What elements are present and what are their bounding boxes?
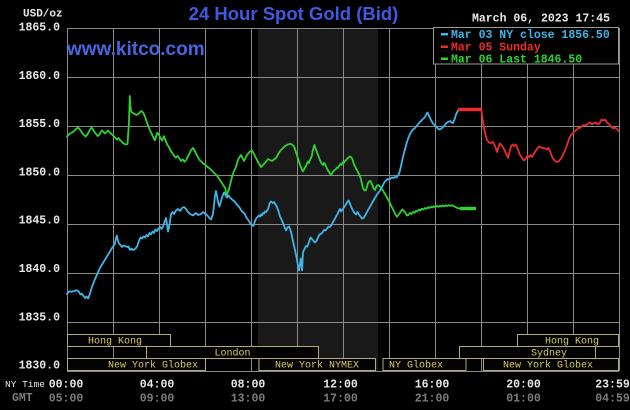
svg-text:1855.0: 1855.0 [19, 118, 61, 131]
svg-text:21:00: 21:00 [415, 393, 450, 406]
svg-text:04:59: 04:59 [595, 393, 630, 406]
svg-text:Mar 05 Sunday: Mar 05 Sunday [451, 42, 541, 55]
svg-text:New York Globex: New York Globex [503, 360, 593, 372]
svg-text:09:00: 09:00 [140, 393, 175, 406]
svg-text:Mar 03 NY close 1856.50: Mar 03 NY close 1856.50 [451, 29, 610, 42]
svg-text:16:00: 16:00 [415, 379, 450, 392]
svg-text:March 06, 2023 17:45: March 06, 2023 17:45 [472, 13, 610, 26]
svg-text:NY Globex: NY Globex [389, 360, 443, 372]
svg-text:New York Globex: New York Globex [108, 360, 198, 372]
svg-text:01:00: 01:00 [506, 393, 541, 406]
svg-text:04:00: 04:00 [140, 379, 175, 392]
svg-text:Mar 06 Last 1846.50: Mar 06 Last 1846.50 [451, 54, 582, 67]
svg-text:1845.0: 1845.0 [19, 215, 61, 228]
svg-text:17:00: 17:00 [323, 393, 358, 406]
svg-text:24 Hour Spot Gold (Bid): 24 Hour Spot Gold (Bid) [189, 3, 399, 24]
svg-text:1835.0: 1835.0 [19, 311, 61, 324]
svg-text:NY Time: NY Time [5, 379, 45, 390]
svg-text:USD/oz: USD/oz [23, 9, 63, 21]
svg-text:08:00: 08:00 [231, 379, 266, 392]
svg-text:23:59: 23:59 [595, 379, 630, 392]
svg-text:00:00: 00:00 [49, 379, 84, 392]
svg-text:1860.0: 1860.0 [19, 70, 61, 83]
svg-text:Sydney: Sydney [531, 348, 567, 360]
svg-text:1830.0: 1830.0 [19, 360, 61, 373]
svg-text:Hong Kong: Hong Kong [88, 337, 142, 348]
svg-text:13:00: 13:00 [231, 393, 266, 406]
svg-text:1850.0: 1850.0 [19, 166, 61, 179]
svg-text:1865.0: 1865.0 [19, 22, 61, 35]
svg-text:Hong Kong: Hong Kong [545, 337, 599, 348]
svg-text:05:00: 05:00 [49, 393, 84, 406]
svg-text:New York NYMEX: New York NYMEX [275, 360, 359, 372]
svg-text:20:00: 20:00 [506, 379, 541, 392]
svg-text:www.kitco.com: www.kitco.com [66, 39, 205, 60]
svg-text:London: London [214, 348, 250, 360]
svg-text:GMT: GMT [12, 392, 33, 405]
svg-text:12:00: 12:00 [323, 379, 358, 392]
svg-text:1840.0: 1840.0 [19, 263, 61, 276]
